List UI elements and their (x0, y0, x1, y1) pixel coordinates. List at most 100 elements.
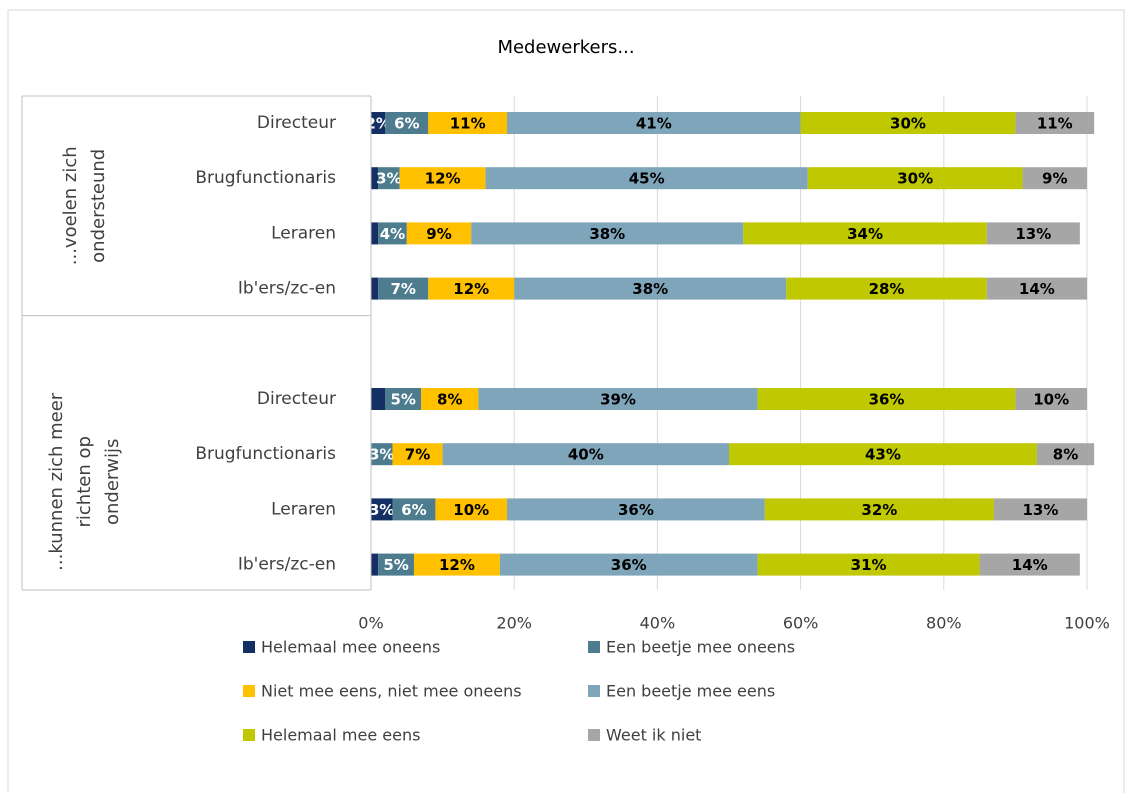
data-label: 12% (439, 556, 475, 574)
data-label: 36% (869, 391, 905, 409)
y-tick-label: Brugfunctionaris (195, 444, 336, 464)
x-tick-label: 100% (1064, 614, 1110, 633)
bar-segment (1022, 167, 1087, 190)
legend-swatch (243, 685, 255, 697)
data-label: 4% (380, 225, 405, 243)
y-tick-label: Leraren (271, 223, 336, 243)
bar-segment (442, 443, 729, 466)
legend-swatch (588, 641, 600, 653)
data-label: 12% (453, 280, 489, 298)
group-label: richten op (74, 436, 95, 527)
chart-title: Medewerkers... (497, 37, 634, 58)
bar-segment (986, 222, 1080, 245)
bar-segment (378, 167, 400, 190)
bar-segment (371, 167, 379, 190)
data-label: 10% (1033, 391, 1069, 409)
legend-label: Weet ik niet (606, 726, 701, 745)
data-label: 28% (869, 280, 905, 298)
y-tick-label: Brugfunctionaris (195, 168, 336, 188)
bar-segment (413, 553, 500, 576)
data-label: 38% (632, 280, 668, 298)
legend-label: Niet mee eens, niet mee oneens (261, 682, 522, 701)
data-label: 6% (401, 501, 426, 519)
data-label: 38% (589, 225, 625, 243)
bar-segment (371, 388, 386, 410)
data-label: 11% (450, 115, 486, 133)
data-label: 13% (1015, 225, 1051, 243)
x-tick-label: 20% (496, 614, 532, 633)
data-label: 40% (568, 446, 604, 464)
bar-segment (979, 553, 1080, 576)
data-label: 10% (453, 501, 489, 519)
bar-segment (507, 112, 801, 134)
bar-segment (435, 498, 508, 521)
legend-label: Een beetje mee oneens (606, 638, 795, 657)
y-tick-label: Directeur (257, 113, 336, 133)
bar-segment (993, 498, 1087, 521)
group-label: ...kunnen zich meer (46, 392, 67, 571)
data-label: 9% (426, 225, 451, 243)
x-tick-label: 60% (783, 614, 819, 633)
data-label: 34% (847, 225, 883, 243)
legend-swatch (588, 685, 600, 697)
bar-segment (378, 222, 407, 245)
bar-segment (378, 553, 414, 576)
data-label: 12% (425, 170, 461, 188)
bar-segment (800, 112, 1016, 134)
bar-segment (385, 112, 429, 134)
bar-segment (807, 167, 1023, 190)
data-label: 36% (618, 501, 654, 519)
data-label: 7% (405, 446, 430, 464)
data-label: 8% (1053, 446, 1078, 464)
bar-segment (371, 222, 379, 245)
bar-segment (764, 498, 994, 521)
chart-frame (7, 9, 1125, 798)
bar-segment (986, 277, 1087, 300)
data-label: 14% (1019, 280, 1055, 298)
data-label: 43% (865, 446, 901, 464)
data-label: 6% (394, 115, 419, 133)
legend-label: Helemaal mee oneens (261, 638, 440, 657)
data-label: 3% (369, 501, 394, 519)
bar-segment (729, 443, 1037, 466)
data-label: 11% (1037, 115, 1073, 133)
bar-segment (428, 112, 508, 134)
group-label: onderwijs (102, 439, 123, 525)
bar-segment (507, 498, 765, 521)
bar-segment (421, 388, 479, 410)
y-tick-label: Directeur (257, 389, 336, 409)
legend-label: Een beetje mee eens (606, 682, 775, 701)
bar-segment (1015, 388, 1087, 410)
legend-swatch (588, 729, 600, 741)
x-tick-label: 0% (358, 614, 383, 633)
y-tick-label: Ib'ers/zc-en (238, 555, 336, 575)
bar-segment (499, 553, 758, 576)
bar-segment (371, 498, 393, 521)
x-tick-label: 80% (926, 614, 962, 633)
bar-segment (786, 277, 987, 300)
bar-segment (428, 277, 515, 300)
data-label: 39% (600, 391, 636, 409)
x-tick-label: 40% (640, 614, 676, 633)
bar-segment (406, 222, 472, 245)
data-label: 2% (365, 115, 390, 133)
data-label: 36% (611, 556, 647, 574)
bar-segment (757, 553, 980, 576)
data-label: 8% (437, 391, 462, 409)
bar-segment (514, 277, 787, 300)
data-label: 14% (1012, 556, 1048, 574)
bar-segment (392, 498, 436, 521)
bar-segment (399, 167, 486, 190)
data-label: 13% (1023, 501, 1059, 519)
bar-segment (371, 277, 379, 300)
bar-segment (371, 553, 379, 576)
data-label: 7% (390, 280, 415, 298)
data-label: 5% (383, 556, 408, 574)
bar-segment (378, 277, 429, 300)
bar-segment (743, 222, 987, 245)
data-label: 5% (390, 391, 415, 409)
data-label: 9% (1042, 170, 1067, 188)
bar-segment (757, 388, 1016, 410)
bar-segment (1015, 112, 1095, 134)
